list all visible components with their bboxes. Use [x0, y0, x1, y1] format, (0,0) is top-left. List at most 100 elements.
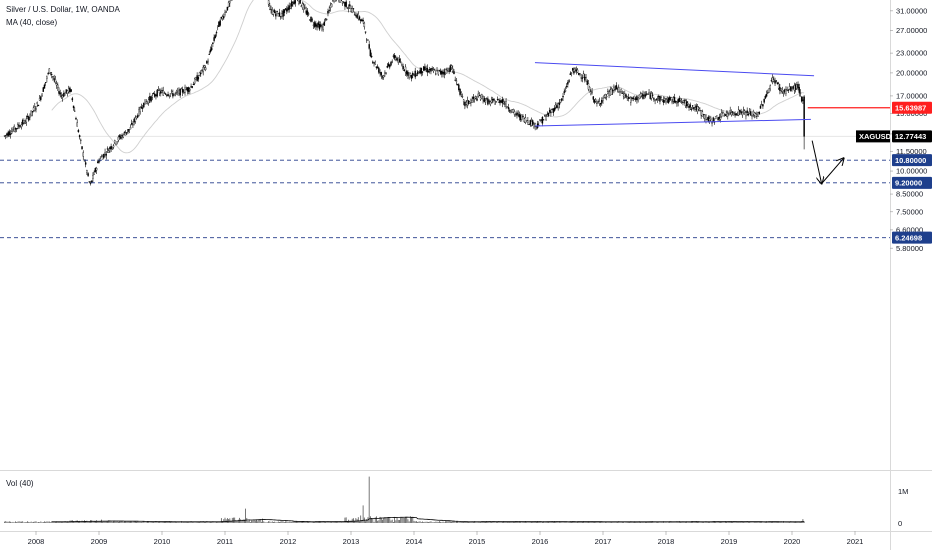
candle — [580, 77, 582, 79]
candle — [512, 109, 515, 113]
candle — [459, 89, 461, 95]
candle — [475, 96, 477, 99]
candle — [184, 87, 186, 93]
candle — [21, 120, 24, 125]
candle — [425, 69, 427, 71]
candle — [181, 89, 184, 93]
candle — [140, 106, 143, 109]
candle — [43, 84, 46, 89]
candle — [500, 100, 502, 102]
candle — [300, 5, 303, 7]
candle — [730, 112, 733, 116]
candle — [333, 0, 335, 2]
candle — [156, 90, 158, 97]
candle — [293, 1, 295, 5]
candle — [723, 115, 725, 117]
candle — [155, 94, 157, 96]
candle — [504, 103, 506, 105]
candle — [548, 110, 551, 113]
candle — [340, 0, 343, 1]
candle — [700, 110, 702, 116]
candle — [658, 95, 660, 98]
candle — [128, 129, 131, 131]
candle — [599, 102, 602, 105]
candle — [562, 95, 564, 98]
candle — [416, 71, 419, 75]
candle — [495, 101, 498, 103]
candle — [144, 99, 146, 105]
candle — [462, 99, 465, 102]
candle — [655, 99, 658, 101]
candle — [482, 96, 484, 101]
candle — [435, 73, 437, 75]
candle — [111, 147, 114, 149]
candle — [614, 89, 616, 91]
candle — [276, 10, 278, 12]
candle — [52, 76, 54, 78]
candle — [412, 73, 414, 75]
candle — [568, 80, 570, 82]
candle — [208, 53, 210, 55]
candle — [37, 104, 40, 107]
candle — [195, 77, 197, 80]
candle — [727, 113, 729, 117]
candle — [280, 16, 282, 18]
candle — [269, 5, 271, 10]
candle — [736, 114, 739, 116]
candle — [786, 88, 788, 91]
candle — [544, 115, 546, 117]
candle — [793, 85, 796, 91]
candle — [745, 112, 747, 117]
candle — [214, 35, 217, 38]
candle — [496, 98, 499, 100]
time-tick-label: 2019 — [721, 537, 738, 546]
candle — [722, 111, 724, 113]
candle — [339, 1, 341, 3]
candle — [356, 14, 358, 18]
candle — [187, 87, 190, 92]
candle — [565, 85, 568, 87]
level-price-label: 6.24698 — [895, 233, 922, 242]
candle — [643, 95, 645, 96]
candle — [424, 66, 426, 70]
candle — [513, 111, 516, 115]
candle — [506, 106, 509, 108]
candle — [530, 121, 533, 126]
candle — [95, 168, 98, 171]
candle — [82, 152, 84, 157]
candle — [151, 95, 154, 98]
candle — [173, 94, 175, 96]
candle — [81, 146, 83, 150]
candle — [595, 99, 597, 102]
candle — [100, 156, 103, 158]
candle — [573, 70, 575, 74]
candle — [179, 88, 181, 96]
candle — [80, 139, 82, 141]
candle — [636, 96, 638, 101]
candle — [410, 75, 413, 79]
candle — [484, 100, 487, 103]
candle — [518, 114, 521, 118]
candle — [349, 4, 351, 7]
candle — [528, 123, 530, 125]
candle — [633, 95, 636, 99]
channel-bottom-trendline — [534, 118, 811, 127]
candle — [48, 68, 51, 74]
candle — [734, 113, 736, 116]
candle — [716, 115, 718, 117]
candle — [103, 153, 105, 158]
candle — [387, 63, 390, 67]
candle — [40, 96, 42, 100]
candle — [63, 92, 65, 97]
candle — [741, 112, 744, 116]
candle — [341, 1, 344, 4]
candle — [57, 84, 59, 88]
candle — [653, 98, 655, 100]
candle — [7, 132, 9, 137]
time-tick-label: 2012 — [280, 537, 297, 546]
candle — [642, 94, 644, 99]
candle — [200, 73, 202, 75]
candle — [406, 70, 408, 75]
